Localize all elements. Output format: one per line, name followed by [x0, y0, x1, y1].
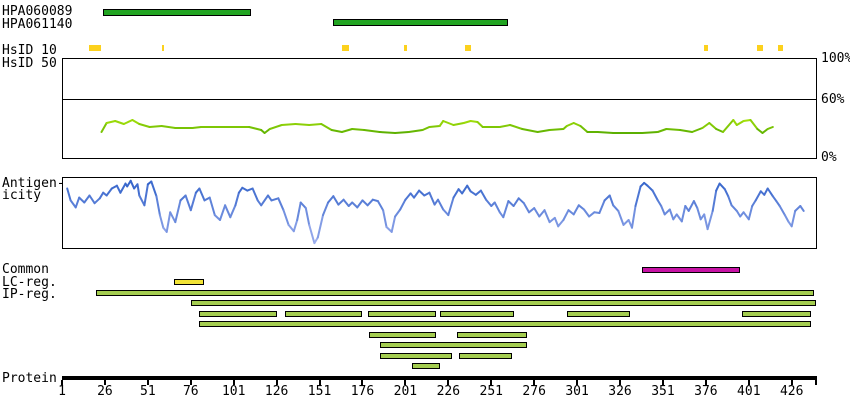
hsid10-mark	[341, 45, 349, 51]
axis-tick-label: 1	[58, 384, 66, 399]
axis-tick	[146, 380, 149, 385]
common-region-bar	[642, 267, 741, 273]
identity-ytick-60: 60%	[821, 92, 845, 107]
axis-tick	[447, 380, 450, 385]
axis-tick	[404, 380, 407, 385]
identity-ytick-0: 0%	[821, 150, 837, 165]
ip-region-bar	[367, 311, 437, 317]
ip-region-row-label: IP-reg.	[2, 287, 57, 302]
axis-tick	[232, 380, 235, 385]
axis-tick-label: 176	[350, 384, 375, 399]
axis-tick	[661, 380, 664, 385]
axis-tick	[619, 380, 622, 385]
axis-tick-label: 426	[779, 384, 804, 399]
axis-tick-label: 126	[264, 384, 289, 399]
identity-ytick-100: 100%	[821, 51, 850, 66]
ip-region-bar	[439, 311, 514, 317]
antigen-label-2: HPA061140	[2, 17, 73, 32]
axis-tick-label: 201	[393, 384, 418, 399]
axis-tick	[361, 380, 364, 385]
ip-region-bar	[741, 311, 811, 317]
antigenicity-plot-box	[62, 177, 817, 249]
ip-region-bar	[369, 332, 437, 338]
hsid10-mark	[704, 45, 708, 51]
axis-tick-label: 151	[307, 384, 332, 399]
protein-axis-bar	[62, 376, 817, 380]
axis-tick	[576, 380, 579, 385]
ip-region-bar	[379, 353, 452, 359]
axis-tick	[275, 380, 278, 385]
ip-region-bar	[96, 290, 815, 296]
ip-region-bar	[456, 332, 528, 338]
antigen-bar-HPA060089	[103, 9, 251, 16]
hsid10-mark	[757, 45, 763, 51]
protein-axis-label: Protein	[2, 371, 57, 386]
axis-tick	[790, 380, 793, 385]
lc-region-row-label: LC-reg.	[2, 275, 57, 290]
ip-region-bar	[412, 363, 440, 369]
axis-tick	[103, 380, 106, 385]
hsid10-mark	[403, 45, 408, 51]
axis-tick-label: 376	[694, 384, 718, 399]
identity-60pct-gridline	[63, 99, 816, 100]
axis-tick	[61, 380, 63, 385]
ip-region-bar	[199, 311, 277, 317]
lc-region-bar	[173, 279, 205, 285]
hsid10-mark	[89, 45, 102, 51]
ip-region-bar	[566, 311, 631, 317]
axis-tick-label: 251	[479, 384, 503, 399]
antigen-bar-HPA061140	[333, 19, 509, 26]
axis-tick-label: 351	[651, 384, 675, 399]
axis-tick	[490, 380, 493, 385]
antigenicity-label-line1: Antigen-	[2, 176, 65, 191]
ip-region-bar	[458, 353, 512, 359]
axis-tick-label: 51	[140, 384, 156, 399]
axis-tick	[189, 380, 192, 385]
hsid10-mark	[777, 45, 784, 51]
axis-tick	[747, 380, 750, 385]
antigen-label-1: HPA060089	[2, 4, 73, 19]
axis-tick	[318, 380, 321, 385]
hsid50-row-label: HsID 50	[2, 56, 57, 71]
ip-region-bar	[285, 311, 363, 317]
axis-tick-label: 226	[436, 384, 461, 399]
antigenicity-label-line2: icity	[2, 188, 42, 203]
ip-region-bar	[379, 342, 528, 348]
axis-tick-label: 101	[221, 384, 246, 399]
hsid10-mark	[465, 45, 471, 51]
identity-plot-box	[62, 58, 817, 159]
axis-tick	[815, 380, 818, 385]
axis-tick-label: 401	[737, 384, 761, 399]
axis-tick-label: 76	[182, 384, 199, 399]
axis-tick	[704, 380, 707, 385]
ip-region-bar	[190, 300, 816, 306]
axis-tick	[533, 380, 536, 385]
axis-tick-label: 326	[608, 384, 632, 399]
hsid10-row-label: HsID 10	[2, 43, 57, 58]
axis-tick-label: 26	[97, 384, 113, 399]
axis-tick-label: 276	[522, 384, 546, 399]
hsid10-mark	[161, 45, 164, 51]
axis-tick-label: 301	[565, 384, 589, 399]
common-row-label: Common	[2, 262, 49, 277]
ip-region-bar	[199, 321, 811, 327]
